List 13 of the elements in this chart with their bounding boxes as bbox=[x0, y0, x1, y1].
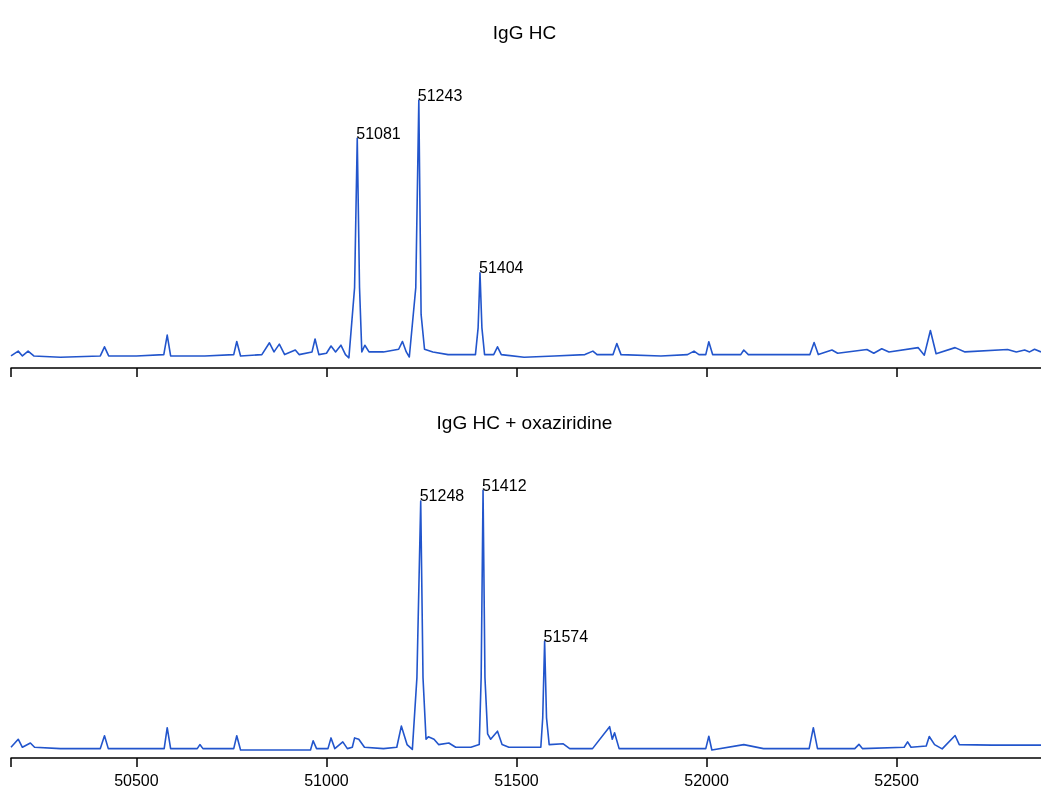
annotation: 51574 bbox=[543, 627, 589, 645]
annotation: 51404 bbox=[479, 259, 524, 277]
annotation: 51248 bbox=[419, 487, 465, 505]
annotation: 51081 bbox=[356, 124, 401, 142]
x-tick-label: 52500 bbox=[874, 771, 919, 789]
x-tick-label: 51500 bbox=[494, 771, 539, 789]
chart-title: IgG HC bbox=[492, 22, 557, 43]
chart-title: IgG HC + oxaziridine bbox=[436, 412, 613, 433]
x-tick-label: 50500 bbox=[114, 771, 159, 789]
annotation: 51412 bbox=[482, 476, 527, 494]
annotation: 51243 bbox=[417, 86, 463, 104]
x-tick-label: 51000 bbox=[304, 771, 349, 789]
x-tick-label: 52000 bbox=[684, 771, 729, 789]
